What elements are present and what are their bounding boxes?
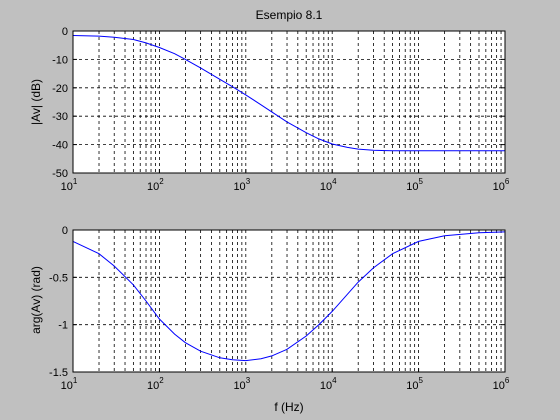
phase-x-tick-base: 10 xyxy=(406,380,418,392)
magnitude-x-tick-label: 105 xyxy=(406,177,423,193)
phase-y-tick-label: -1.5 xyxy=(49,367,68,379)
magnitude-x-tick-exponent: 1 xyxy=(73,177,78,186)
phase-x-tick-label: 105 xyxy=(406,376,423,392)
magnitude-x-tick-base: 10 xyxy=(61,181,73,193)
phase-x-tick-label: 103 xyxy=(233,376,250,392)
magnitude-y-tick-label: -10 xyxy=(52,54,68,66)
magnitude-x-tick-exponent: 2 xyxy=(159,177,164,186)
magnitude-x-tick-label: 103 xyxy=(233,177,250,193)
phase-y-tick-label: -0.5 xyxy=(49,272,68,284)
magnitude-plot-ylabel: |Av| (dB) xyxy=(29,79,43,125)
phase-plot-ylabel: arg(Av) (rad) xyxy=(29,266,43,334)
magnitude-x-tick-exponent: 6 xyxy=(505,177,510,186)
magnitude-x-tick-base: 10 xyxy=(233,181,245,193)
phase-x-tick-label: 102 xyxy=(147,376,164,392)
magnitude-plot-title: Esempio 8.1 xyxy=(256,8,323,22)
magnitude-y-tick-label: 0 xyxy=(62,26,68,38)
magnitude-x-tick-base: 10 xyxy=(406,181,418,193)
magnitude-x-tick-exponent: 5 xyxy=(418,177,423,186)
phase-x-tick-exponent: 5 xyxy=(418,376,423,385)
magnitude-series-line xyxy=(72,35,505,152)
magnitude-x-tick-label: 106 xyxy=(493,177,510,193)
magnitude-y-tick-label: -20 xyxy=(52,83,68,95)
magnitude-x-tick-exponent: 4 xyxy=(332,177,337,186)
phase-x-tick-label: 101 xyxy=(61,376,78,392)
phase-x-tick-base: 10 xyxy=(147,380,159,392)
phase-plot-area xyxy=(73,230,505,372)
phase-plot-xlabel: f (Hz) xyxy=(274,400,303,414)
magnitude-y-tick-label: -50 xyxy=(52,168,68,180)
phase-x-tick-exponent: 3 xyxy=(246,376,251,385)
magnitude-x-tick-base: 10 xyxy=(147,181,159,193)
phase-x-tick-exponent: 2 xyxy=(159,376,164,385)
phase-series-line xyxy=(72,231,506,362)
phase-x-tick-base: 10 xyxy=(61,380,73,392)
phase-x-tick-base: 10 xyxy=(493,380,505,392)
phase-x-tick-label: 106 xyxy=(493,376,510,392)
magnitude-y-tick-label: -30 xyxy=(52,111,68,123)
magnitude-axes-frame xyxy=(72,30,506,174)
magnitude-y-tick-label: -40 xyxy=(52,140,68,152)
magnitude-plot-area xyxy=(73,31,505,173)
magnitude-x-tick-base: 10 xyxy=(493,181,505,193)
phase-y-tick-label: -1 xyxy=(58,320,68,332)
magnitude-x-tick-exponent: 3 xyxy=(246,177,251,186)
phase-x-tick-exponent: 1 xyxy=(73,376,78,385)
magnitude-x-tick-label: 104 xyxy=(320,177,337,193)
phase-x-tick-exponent: 6 xyxy=(505,376,510,385)
phase-axes-frame xyxy=(72,229,506,373)
phase-x-tick-label: 104 xyxy=(320,376,337,392)
phase-x-tick-exponent: 4 xyxy=(332,376,337,385)
phase-x-tick-base: 10 xyxy=(320,380,332,392)
magnitude-x-tick-base: 10 xyxy=(320,181,332,193)
magnitude-x-tick-label: 102 xyxy=(147,177,164,193)
phase-y-tick-label: 0 xyxy=(62,225,68,237)
phase-x-tick-base: 10 xyxy=(233,380,245,392)
magnitude-x-tick-label: 101 xyxy=(61,177,78,193)
